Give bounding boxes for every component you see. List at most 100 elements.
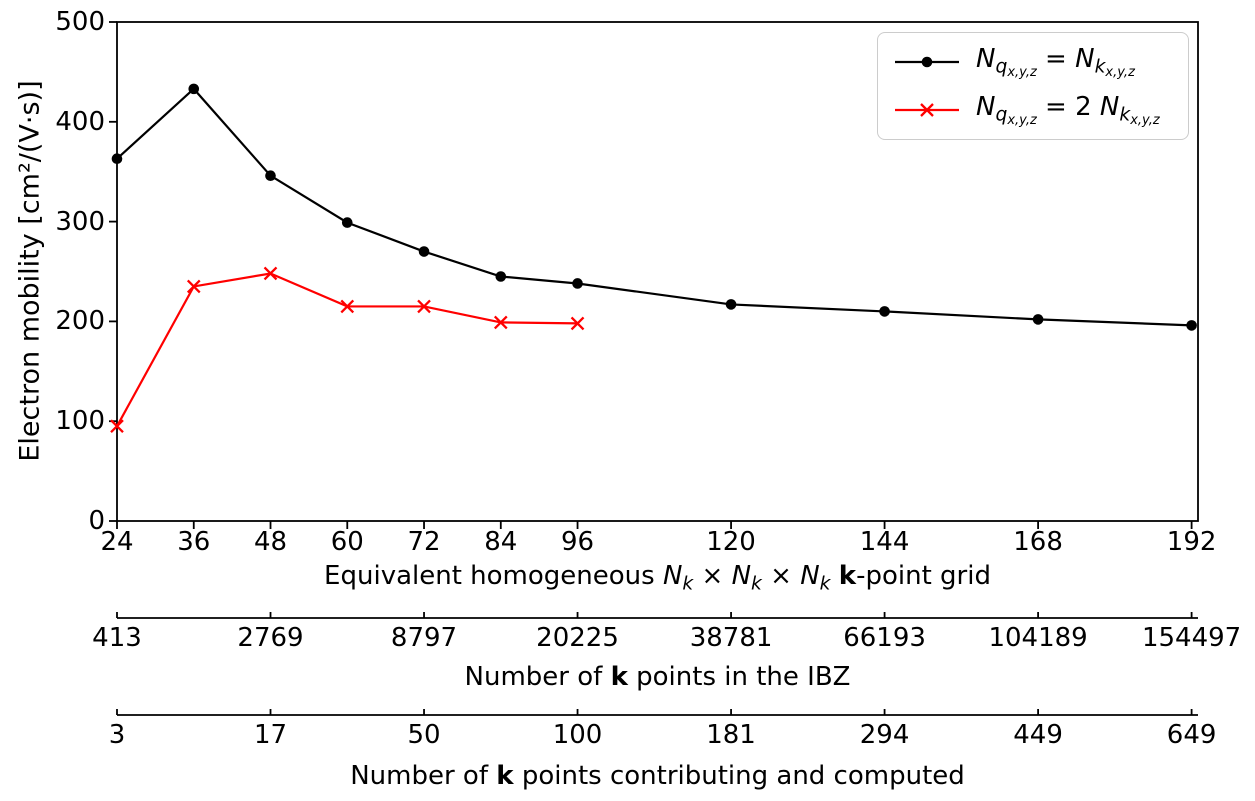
circle-marker <box>418 246 430 257</box>
label-segment: k <box>1094 56 1106 78</box>
black-line-circle-marker-icon <box>895 57 959 68</box>
circle-marker <box>725 299 737 310</box>
label-segment: Equivalent homogeneous <box>324 561 663 591</box>
label-segment: Number of <box>464 662 611 692</box>
y-tick-label: 300 <box>55 206 105 237</box>
circle-marker <box>111 153 123 165</box>
legend-label-red: Nqx,y,z = 2 Nkx,y,z <box>976 92 1160 128</box>
y-tick-label: 0 <box>88 506 105 536</box>
circle-marker <box>341 217 353 228</box>
label-segment: x,y,z <box>1007 112 1037 128</box>
secondary-tick-label: 8797 <box>390 623 458 653</box>
x-tick-label: 144 <box>859 527 910 557</box>
secondary-tick-label: 413 <box>92 623 142 653</box>
y-tick-label: 100 <box>55 406 105 437</box>
label-segment: × <box>761 561 801 591</box>
x-marker <box>417 299 431 314</box>
y-axis-label: Electron mobility [cm²/(V·s)] <box>14 80 46 462</box>
secondary-tick-label: 66193 <box>843 623 926 653</box>
legend-label-black: Nqx,y,z = Nkx,y,z <box>976 44 1135 80</box>
secondary-tick-label: 449 <box>1013 720 1063 750</box>
x-marker <box>340 299 355 314</box>
label-segment: k <box>819 573 831 595</box>
secondary-tick-label: 17 <box>253 720 288 750</box>
x-marker <box>493 315 508 330</box>
circle-marker <box>265 170 276 181</box>
label-segment: k <box>751 573 762 595</box>
circle-marker <box>572 278 583 289</box>
label-segment: k <box>838 561 857 591</box>
y-tick-label: 400 <box>55 106 105 137</box>
circle-marker <box>921 57 933 68</box>
secondary-tick-label: 20225 <box>536 623 619 653</box>
label-segment: x,y,z <box>1105 65 1135 81</box>
x-tick-label: 168 <box>1013 527 1063 557</box>
x-tick-label: 36 <box>177 527 211 557</box>
series-1-markers <box>110 266 585 434</box>
secondary-tick-label: 154497 <box>1141 623 1242 653</box>
label-segment: q <box>995 104 1008 126</box>
secondary-tick-label: 649 <box>1166 720 1217 750</box>
label-segment: -point grid <box>856 561 991 591</box>
secondary-tick-label: 294 <box>859 720 910 750</box>
plot-border <box>116 21 1199 522</box>
legend-entry-black: Nqx,y,z = Nkx,y,z <box>892 44 1188 80</box>
x-tick-label: 60 <box>330 527 364 557</box>
ibz-axis-label: Number of k points in the IBZ <box>465 661 851 693</box>
circle-marker <box>879 306 890 317</box>
x-tick-label: 84 <box>484 527 518 557</box>
label-segment: Number of <box>350 761 497 791</box>
circle-marker <box>1186 320 1197 331</box>
label-segment: N <box>1075 44 1095 75</box>
label-segment: × <box>693 561 732 591</box>
x-marker <box>263 266 278 281</box>
x-axis-label: Equivalent homogeneous Nk × Nk × Nk k-po… <box>324 560 991 601</box>
secondary-tick-label: 50 <box>407 720 441 750</box>
label-segment: points in the IBZ <box>627 662 851 692</box>
x-tick-label: 120 <box>706 527 756 557</box>
label-segment: N <box>976 44 996 75</box>
series-1-line <box>116 272 578 427</box>
label-segment: k <box>682 573 694 595</box>
y-tick-label: 500 <box>55 7 105 37</box>
x-marker <box>570 316 585 331</box>
legend: Nqx,y,z = Nkx,y,z Nqx,y,z = 2 Nkx,y,z <box>877 32 1189 140</box>
red-line-x-marker-icon <box>895 102 959 117</box>
label-segment: N <box>800 561 820 591</box>
x-tick-label: 192 <box>1166 527 1217 557</box>
x-marker <box>920 102 934 117</box>
label-segment: x,y,z <box>1007 65 1037 81</box>
label-segment: = 2 <box>1036 91 1100 122</box>
label-segment: points contributing and computed <box>513 761 965 791</box>
secondary-tick-label: 2769 <box>237 623 304 653</box>
secondary-tick-label: 181 <box>706 720 756 750</box>
x-marker <box>110 419 124 434</box>
x-marker <box>186 279 201 294</box>
x-tick-label: 96 <box>560 527 595 557</box>
label-segment: x,y,z <box>1130 112 1160 128</box>
x-tick-label: 48 <box>253 527 288 557</box>
label-segment: N <box>731 561 752 591</box>
label-segment: N <box>1099 91 1120 122</box>
secondary-tick-label: 38781 <box>689 623 773 653</box>
secondary-tick-label: 3 <box>108 720 126 750</box>
label-segment: N <box>976 91 996 122</box>
label-segment <box>831 561 839 591</box>
label-segment: = <box>1036 44 1076 75</box>
secondary-tick-label: 104189 <box>988 623 1088 653</box>
label-segment: k <box>1119 104 1131 126</box>
label-segment: N <box>662 561 683 591</box>
y-tick-label: 200 <box>55 306 105 337</box>
label-segment: q <box>995 56 1008 78</box>
series-0-markers <box>111 83 1197 331</box>
circle-marker <box>1032 314 1044 325</box>
label-segment: k <box>496 761 514 791</box>
secondary-tick-label: 100 <box>552 720 603 750</box>
x-tick-label: 24 <box>100 527 134 557</box>
label-segment: k <box>610 662 628 692</box>
circle-marker <box>188 83 200 95</box>
computed-axis-label: Number of k points contributing and comp… <box>350 760 965 792</box>
legend-entry-red: Nqx,y,z = 2 Nkx,y,z <box>892 92 1188 128</box>
